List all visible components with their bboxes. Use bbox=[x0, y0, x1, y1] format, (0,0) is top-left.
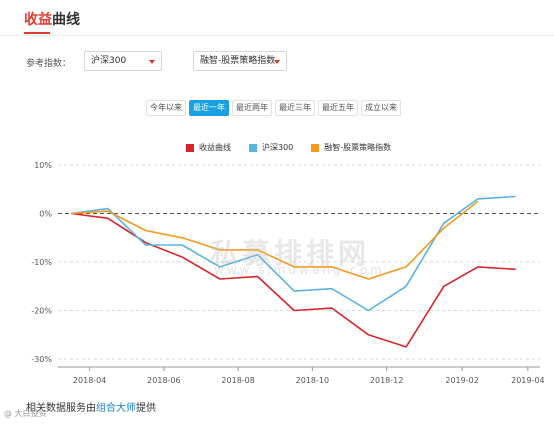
return-curve-chart: 10% 0% -10% -20% -30% 2018-04 2018-06 2018-08 20… bbox=[31, 161, 544, 385]
tab-last-two-years[interactable]: 最近两年 bbox=[232, 100, 272, 116]
y-tick-label: -20% bbox=[31, 307, 52, 316]
page-title: 收益曲线 bbox=[24, 9, 80, 29]
legend-label: 融智-股票策略指数 bbox=[324, 143, 392, 152]
series-line-1 bbox=[71, 212, 516, 348]
reference-index-label: 参考指数： bbox=[26, 59, 72, 69]
tab-last-three-years[interactable]: 最近三年 bbox=[275, 100, 315, 116]
footer-prefix: 相关数据服务由 bbox=[26, 403, 96, 414]
legend-item-strategy-index[interactable]: 融智-股票策略指数 bbox=[311, 142, 391, 153]
watermark-logo-text: 私募排排网 bbox=[210, 237, 371, 270]
legend-label: 收益曲线 bbox=[199, 143, 231, 152]
caret-down-icon bbox=[274, 60, 280, 64]
footer-suffix: 提供 bbox=[136, 403, 156, 414]
title-rest: 曲线 bbox=[52, 12, 80, 28]
legend-swatch bbox=[311, 143, 320, 152]
title-accent: 收益 bbox=[24, 12, 52, 28]
data-source-note: 相关数据服务由组合大师提供 bbox=[26, 399, 156, 414]
tab-last-one-year[interactable]: 最近一年 bbox=[189, 100, 229, 116]
y-tick-label: 10% bbox=[34, 161, 52, 170]
watermark-url-text: www.simuwang.com bbox=[214, 263, 385, 277]
strategy-index-select[interactable]: 融智-股票策略指数 bbox=[193, 51, 287, 71]
x-tick-label: 2019-04 bbox=[511, 376, 544, 385]
y-tick-label: 0% bbox=[39, 210, 52, 219]
x-tick-label: 2018-04 bbox=[73, 376, 106, 385]
x-tick-label: 2018-06 bbox=[147, 376, 180, 385]
y-tick-label: -30% bbox=[31, 355, 52, 364]
legend-swatch bbox=[249, 143, 257, 152]
chart-legend: 收益曲线 沪深300 融智-股票策略指数 bbox=[186, 142, 391, 153]
y-tick-label: -10% bbox=[31, 258, 52, 267]
strategy-select-value: 融智-股票策略指数 bbox=[200, 56, 276, 66]
legend-label: 沪深300 bbox=[262, 143, 294, 152]
series-line-2 bbox=[71, 195, 516, 312]
legend-item-hs300[interactable]: 沪深300 bbox=[249, 142, 293, 153]
legend-swatch bbox=[186, 143, 194, 152]
header-divider bbox=[0, 35, 554, 36]
x-tick-label: 2018-10 bbox=[296, 376, 329, 385]
combo-master-link[interactable]: 组合大师 bbox=[96, 403, 136, 414]
index-select[interactable]: 沪深300 bbox=[84, 51, 162, 71]
tab-since-inception[interactable]: 成立以来 bbox=[361, 100, 401, 116]
title-underline bbox=[24, 32, 50, 34]
tab-last-five-years[interactable]: 最近五年 bbox=[318, 100, 358, 116]
legend-item-return-curve[interactable]: 收益曲线 bbox=[186, 142, 231, 153]
period-tabs: 今年以来 最近一年 最近两年 最近三年 最近五年 成立以来 bbox=[146, 100, 401, 116]
x-tick-label: 2018-12 bbox=[370, 376, 403, 385]
series-line-3 bbox=[71, 200, 479, 280]
corner-watermark: @ 大白投资 bbox=[4, 409, 47, 418]
tab-this-year[interactable]: 今年以来 bbox=[146, 100, 186, 116]
x-tick-label: 2018-08 bbox=[221, 376, 254, 385]
x-tick-label: 2019-02 bbox=[445, 376, 478, 385]
caret-down-icon bbox=[149, 60, 155, 64]
index-select-value: 沪深300 bbox=[91, 56, 127, 66]
